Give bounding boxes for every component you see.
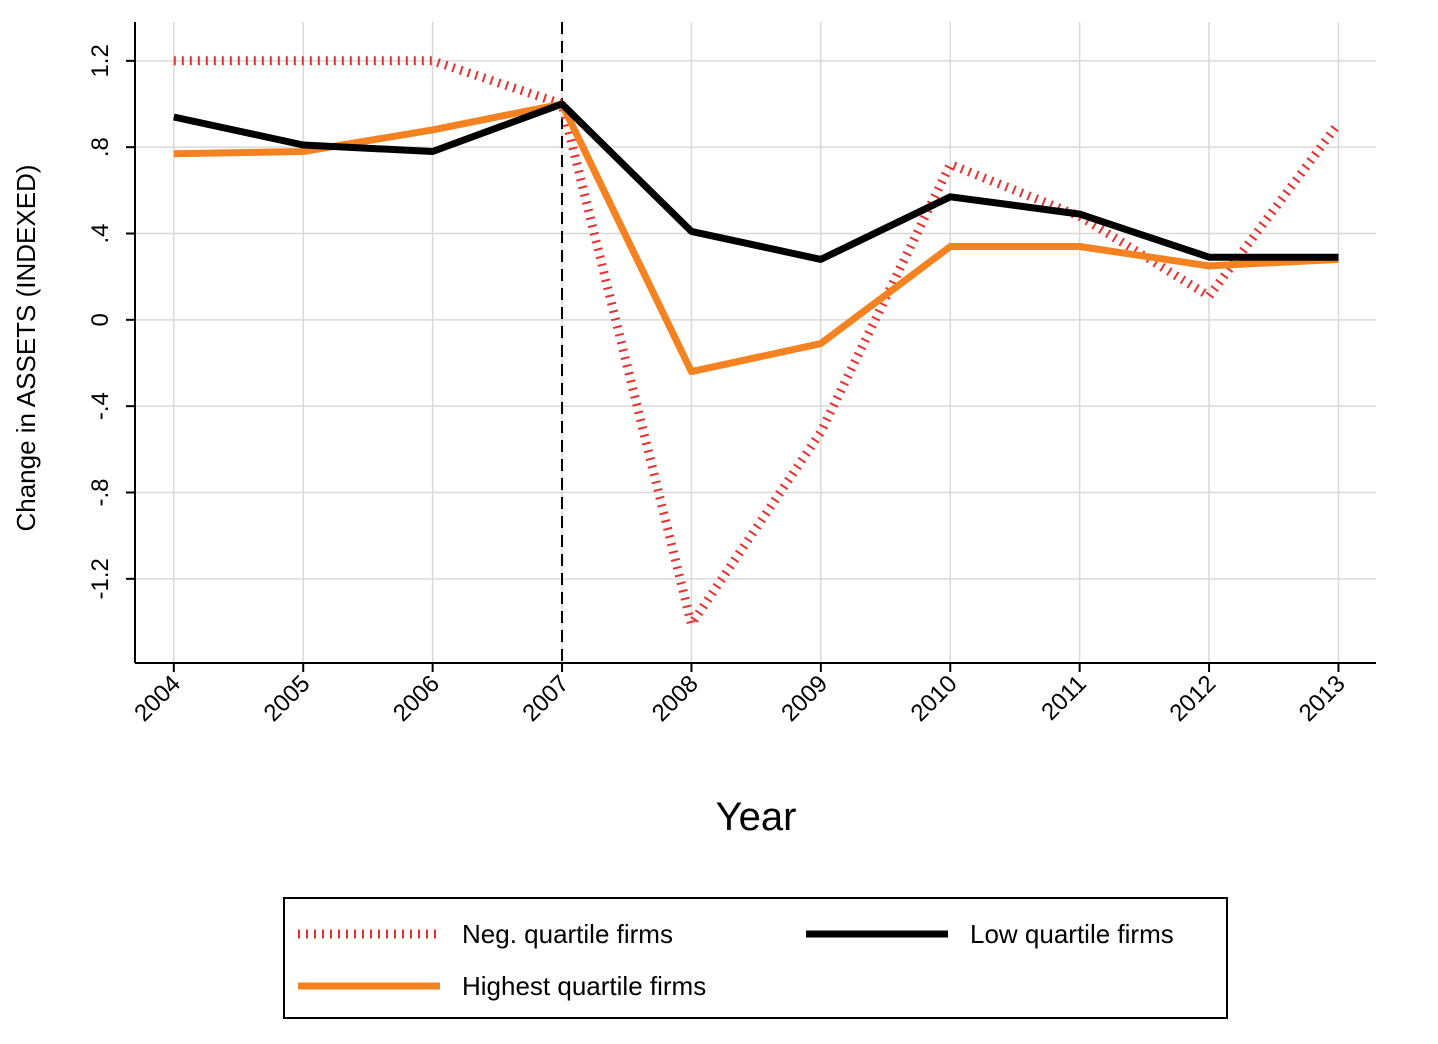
grid (135, 22, 1376, 663)
legend-label: Highest quartile firms (462, 971, 706, 1001)
x-tick-label: 2012 (1164, 670, 1221, 727)
x-tick-label: 2007 (517, 670, 574, 727)
y-tick-label: 0 (87, 313, 114, 326)
x-tick-label: 2011 (1036, 670, 1092, 726)
x-tick-label: 2010 (906, 670, 963, 727)
x-tick-label: 2013 (1294, 670, 1351, 727)
legend-box (283, 897, 1228, 1019)
legend-label: Low quartile firms (970, 919, 1174, 949)
x-tick-label: 2009 (776, 670, 833, 727)
y-axis-title: Change in ASSETS (INDEXED) (11, 164, 41, 531)
series-line-low-quartile-firms (173, 100, 1339, 263)
x-tick-label: 2006 (388, 670, 445, 727)
x-tick-label: 2008 (647, 670, 704, 727)
y-tick-label: -1.2 (87, 558, 114, 599)
legend: Neg. quartile firms Low quartile firms Hig… (283, 897, 1228, 1019)
y-tick-label: -.8 (87, 478, 114, 506)
y-tick-label: 1.2 (87, 44, 114, 77)
series-line-highest-quartile-firms (173, 100, 1339, 376)
x-tick-label: 2005 (259, 670, 316, 727)
x-axis-title: Year (716, 795, 797, 839)
y-tick-label: -.4 (87, 392, 114, 420)
series-group (173, 56, 1343, 636)
y-tick-label: .4 (87, 224, 114, 244)
x-tick-label: 2004 (129, 670, 186, 727)
axes: 1.2 .8 .4 0 -.4 -.8 -1.2 2004 2005 2006 2007 2008 20… (87, 22, 1376, 727)
legend-label: Neg. quartile firms (462, 919, 673, 949)
y-tick-label: .8 (87, 137, 114, 157)
